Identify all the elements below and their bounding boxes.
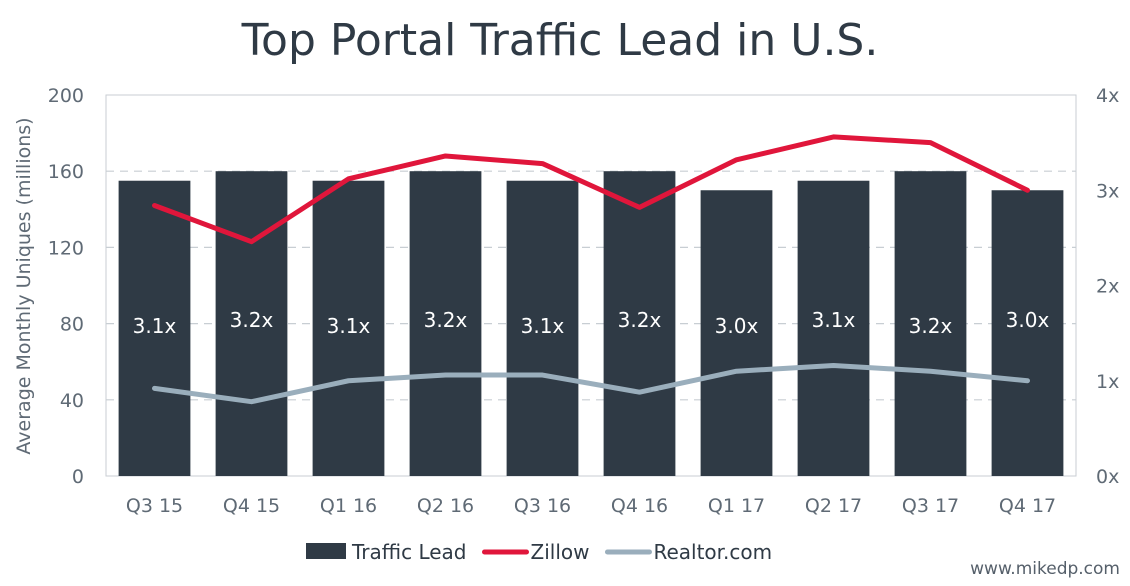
bar-traffic-lead xyxy=(506,180,579,476)
x-tick-label: Q4 16 xyxy=(611,495,668,517)
bar-data-label: 3.1x xyxy=(327,314,371,338)
bar-traffic-lead xyxy=(409,171,482,476)
bar-data-label: 3.2x xyxy=(618,308,662,332)
legend-label: Zillow xyxy=(531,540,590,564)
bar-data-label: 3.2x xyxy=(230,308,274,332)
bar-traffic-lead xyxy=(894,171,967,476)
line-realtor-com xyxy=(152,363,1030,405)
y-axis-ticks: 0 40 80 120 160 200 xyxy=(48,85,84,488)
y2-axis-ticks: 0x 1x 2x 3x 4x xyxy=(1096,85,1119,488)
bar-traffic-lead xyxy=(603,171,676,476)
bar-traffic-lead xyxy=(312,180,385,476)
legend-swatch-bar xyxy=(306,543,346,559)
x-tick-label: Q3 15 xyxy=(126,495,183,517)
chart-title: Top Portal Traffic Lead in U.S. xyxy=(241,15,879,66)
axes xyxy=(105,94,1077,477)
x-tick-label: Q2 17 xyxy=(805,495,862,517)
y2-tick-label: 0x xyxy=(1096,466,1119,488)
x-tick-label: Q3 17 xyxy=(902,495,959,517)
y-tick-label: 160 xyxy=(48,161,84,183)
bar-labels: 3.1x 3.2x 3.1x 3.2x 3.1x 3.2x 3.0x 3.1x 3.2x 3.0x xyxy=(133,308,1050,338)
y-tick-label: 40 xyxy=(60,390,84,412)
x-axis-ticks: Q3 15 Q4 15 Q1 16 Q2 16 Q3 16 Q4 16 Q1 17 Q2 17… xyxy=(126,495,1056,517)
legend-label: Realtor.com xyxy=(653,540,772,564)
y-tick-label: 0 xyxy=(72,466,84,488)
bar-traffic-lead xyxy=(700,190,773,476)
x-tick-label: Q3 16 xyxy=(514,495,571,517)
bar-data-label: 3.0x xyxy=(715,314,759,338)
y2-tick-label: 4x xyxy=(1096,85,1119,107)
y2-tick-label: 3x xyxy=(1096,180,1119,202)
legend-label: Traffic Lead xyxy=(351,540,467,564)
x-tick-label: Q4 17 xyxy=(999,495,1056,517)
bar-data-label: 3.1x xyxy=(521,314,565,338)
legend: Traffic Lead Zillow Realtor.com xyxy=(306,540,772,564)
bar-data-label: 3.2x xyxy=(909,314,953,338)
bar-data-label: 3.2x xyxy=(424,308,468,332)
y-tick-label: 200 xyxy=(48,85,84,107)
y2-tick-label: 1x xyxy=(1096,371,1119,393)
watermark: www.mikedp.com xyxy=(970,559,1120,579)
bar-data-label: 3.0x xyxy=(1006,308,1050,332)
y2-tick-label: 2x xyxy=(1096,276,1119,298)
x-tick-label: Q2 16 xyxy=(417,495,474,517)
bars xyxy=(118,171,1064,476)
plot-frame xyxy=(105,94,1077,477)
y-tick-label: 120 xyxy=(48,237,84,259)
bar-data-label: 3.1x xyxy=(812,308,856,332)
x-tick-label: Q4 15 xyxy=(223,495,280,517)
x-tick-label: Q1 16 xyxy=(320,495,377,517)
bar-traffic-lead xyxy=(797,180,870,476)
y-tick-label: 80 xyxy=(60,314,84,336)
line-zillow xyxy=(152,134,1030,245)
bar-traffic-lead xyxy=(215,171,288,476)
x-tick-label: Q1 17 xyxy=(708,495,765,517)
series-lines xyxy=(152,134,1030,405)
y-axis-label: Average Monthly Uniques (millions) xyxy=(13,117,35,454)
bar-traffic-lead xyxy=(118,180,191,476)
bar-data-label: 3.1x xyxy=(133,314,177,338)
bar-traffic-lead xyxy=(991,190,1064,476)
